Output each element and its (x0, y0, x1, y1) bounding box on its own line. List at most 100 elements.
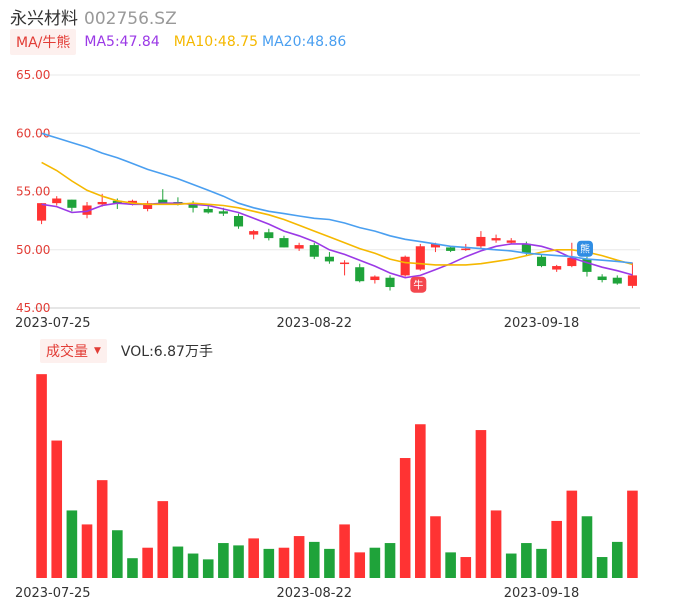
volume-bar (248, 538, 259, 578)
candle-body (521, 243, 531, 254)
candle-body (158, 199, 168, 204)
bull-badge (410, 276, 427, 293)
ma20-line (41, 132, 633, 264)
volume-x-tick-label: 2023-08-22 (276, 586, 352, 601)
stock-code: 002756.SZ (84, 9, 177, 29)
y-tick-label: 45.00 (16, 301, 50, 315)
candle-body (582, 259, 592, 272)
candle-body (627, 275, 637, 286)
volume-bar (278, 547, 290, 578)
candle-body (249, 231, 259, 235)
candle-body (218, 211, 228, 214)
x-tick-label: 2023-07-25 (15, 316, 91, 331)
volume-bar (233, 545, 244, 578)
y-tick-label: 50.00 (16, 243, 50, 257)
volume-bar (66, 510, 78, 578)
volume-bar (399, 458, 411, 578)
ma-legend-row: MA/牛熊 MA5:47.84 MA10:48.75 MA20:48.86 (10, 29, 347, 55)
volume-bar (263, 548, 275, 578)
x-tick-label: 2023-08-22 (276, 316, 352, 331)
volume-bar (187, 553, 199, 578)
volume-bar (354, 552, 366, 578)
ma20-label: MA20:48.86 (262, 34, 347, 50)
volume-bar (293, 536, 305, 578)
ma5-label: MA5:47.84 (84, 34, 160, 50)
y-tick-label: 60.00 (16, 126, 50, 140)
volume-bar (445, 552, 456, 578)
volume-bar (172, 546, 184, 578)
volume-bar (627, 490, 638, 578)
candle-body (279, 238, 289, 248)
candle-body (370, 276, 380, 281)
candle-body (415, 246, 425, 270)
candle-body (127, 200, 138, 204)
candle-body (188, 203, 198, 208)
price-axis: 65.00 60.00 55.00 50.00 45.00 (16, 68, 50, 315)
price-grid (34, 74, 640, 309)
candle-body (97, 201, 107, 205)
x-tick-label: 2023-09-18 (504, 316, 580, 331)
volume-bar (551, 520, 562, 578)
volume-bar (369, 547, 381, 578)
volume-bar (81, 524, 93, 578)
volume-legend-row: 成交量 ▼ VOL:6.87万手 (40, 339, 213, 363)
volume-bar (581, 516, 593, 578)
volume-bar (475, 430, 487, 578)
bear-icon: 熊 (580, 243, 590, 256)
candle-body (491, 238, 501, 241)
volume-bar (536, 548, 547, 578)
y-tick-label: 65.00 (16, 68, 50, 82)
volume-bar (202, 559, 214, 578)
candle-body (37, 203, 47, 221)
volume-bar (218, 543, 229, 578)
candle-body (461, 248, 471, 251)
candle-body (476, 236, 486, 247)
volume-toggle-label: 成交量 (46, 344, 88, 360)
ma-lines (41, 132, 633, 279)
stock-name: 永兴材料 (10, 9, 78, 29)
volume-bar (127, 558, 138, 578)
candle-body (340, 262, 350, 265)
candle-body (506, 240, 516, 243)
candles (37, 189, 637, 291)
volume-bar (339, 524, 350, 578)
candle-body (385, 277, 395, 288)
volume-bar (566, 490, 578, 578)
y-tick-label: 55.00 (16, 185, 50, 199)
volume-x-tick-label: 2023-09-18 (504, 586, 580, 601)
candle-body (67, 199, 77, 208)
candle-body (446, 247, 456, 251)
candle-body (430, 243, 441, 248)
candle-body (355, 267, 365, 282)
volume-bar (596, 557, 608, 578)
volume-bar (157, 501, 169, 578)
volume-bar (430, 516, 441, 578)
bull-icon: 牛 (413, 279, 423, 292)
ma-bull-bear-toggle[interactable]: MA/牛熊 (10, 29, 77, 55)
volume-bar (384, 543, 396, 578)
candle-body (203, 208, 213, 213)
volume-bar (36, 374, 47, 578)
candle-body (294, 245, 304, 249)
volume-bar (96, 480, 108, 578)
candle-body (52, 198, 62, 204)
signal-markers: 牛熊 (410, 240, 593, 293)
volume-bar (415, 424, 426, 578)
candle-body (233, 215, 244, 227)
candle-body (324, 256, 334, 262)
volume-indicator-toggle[interactable]: 成交量 ▼ (40, 339, 107, 363)
ma10-label: MA10:48.75 (173, 34, 259, 50)
volume-bar (611, 541, 623, 578)
volume-value: VOL:6.87万手 (120, 344, 213, 360)
candle-body (82, 205, 92, 215)
candle-body (552, 266, 562, 270)
volume-bar (490, 510, 502, 578)
volume-bar (324, 548, 335, 578)
candle-body (143, 203, 153, 209)
candle-body (400, 256, 410, 276)
volume-bar (505, 553, 517, 578)
candle-body (309, 245, 319, 257)
volume-bar (142, 547, 153, 578)
stock-header: 永兴材料 002756.SZ (10, 4, 177, 29)
